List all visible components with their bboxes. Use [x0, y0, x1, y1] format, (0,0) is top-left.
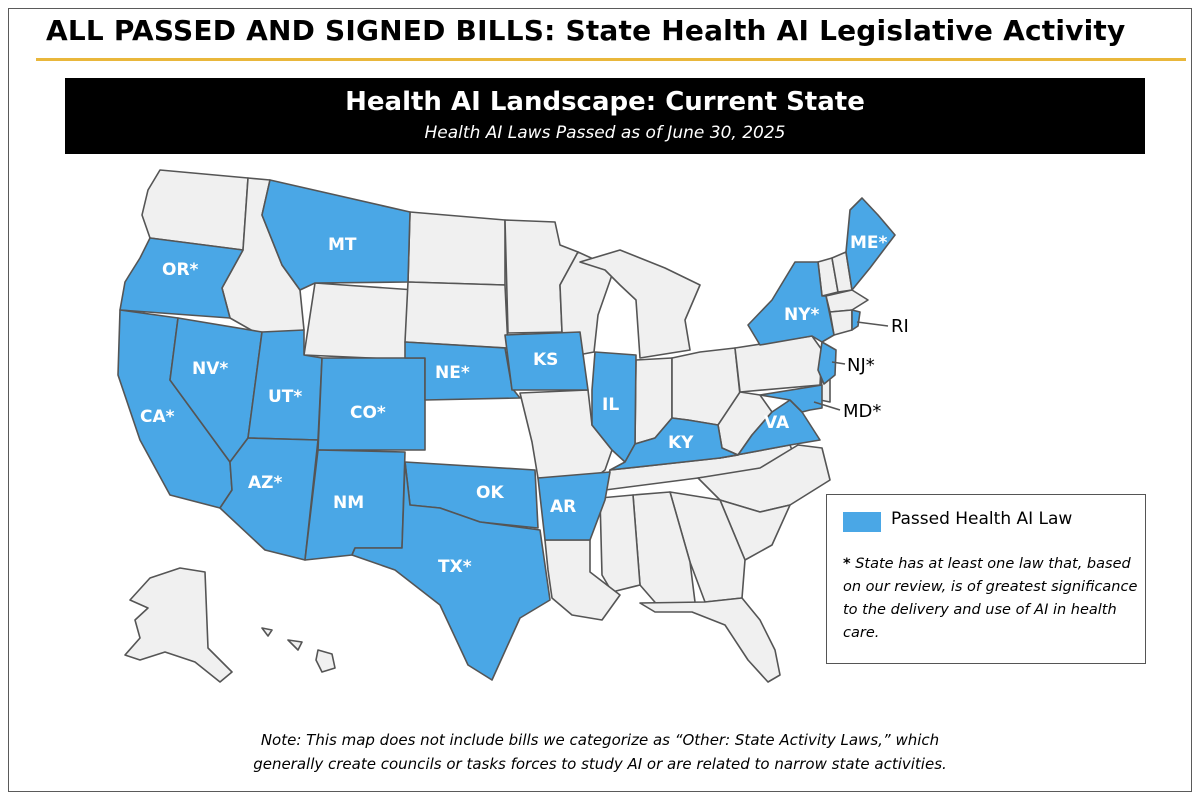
callout-line-md [813, 401, 841, 411]
label-co: CO* [350, 403, 386, 423]
legend-label-passed: Passed Health AI Law [891, 509, 1073, 529]
map-legend: Passed Health AI Law * State has at leas… [826, 494, 1146, 664]
state-hi [261, 627, 336, 673]
callout-label-ri: RI [891, 316, 909, 337]
page-title: ALL PASSED AND SIGNED BILLS: State Healt… [46, 14, 1126, 47]
state-callouts: RI NJ* MD* [813, 316, 909, 422]
passed-states [117, 179, 896, 681]
state-mo [519, 389, 613, 481]
label-ne: NE* [435, 363, 470, 383]
state-co [317, 357, 426, 451]
title-rule [36, 58, 1186, 61]
legend-footnote: * State has at least one law that, based… [843, 553, 1143, 645]
legend-swatch-passed [843, 512, 881, 532]
callout-label-md: MD* [843, 401, 881, 422]
state-tx [351, 461, 551, 681]
banner-title: Health AI Landscape: Current State [345, 87, 865, 117]
label-ut: UT* [268, 387, 302, 407]
state-wa [141, 169, 249, 251]
label-or: OR* [162, 260, 199, 280]
label-az: AZ* [248, 473, 282, 493]
state-nd [407, 211, 506, 286]
state-ms [599, 494, 641, 593]
state-or [119, 237, 244, 319]
legend-note-text: State has at least one law that, based o… [843, 556, 1138, 641]
state-wy [303, 282, 416, 361]
label-tx: TX* [438, 557, 472, 577]
label-nm: NM [333, 493, 364, 513]
figure-frame [8, 8, 1192, 792]
state-ar [537, 471, 611, 541]
state-ri [851, 309, 861, 331]
state-mi [579, 249, 701, 359]
footnote: Note: This map does not include bills we… [0, 728, 1200, 776]
state-pa [734, 335, 823, 393]
state-mt [261, 179, 411, 291]
state-fl [639, 597, 781, 683]
label-il: IL [602, 395, 619, 415]
callout-label-nj: NJ* [847, 355, 875, 376]
state-md [759, 384, 823, 413]
label-mt: MT [328, 235, 357, 255]
callout-line-ri [856, 321, 889, 327]
state-ak [124, 567, 233, 683]
state-nj [817, 341, 837, 385]
state-labels: OR* CA* NV* MT UT* AZ* CO* NM NE* KS OK … [140, 233, 888, 577]
state-il [591, 351, 637, 463]
callout-line-nj [831, 361, 846, 365]
state-ny [747, 261, 835, 346]
state-la [544, 539, 621, 621]
state-az [219, 437, 319, 561]
state-ky [609, 417, 739, 471]
label-va: VA [764, 413, 790, 433]
state-ks [504, 331, 589, 391]
legend-note-mark: * [843, 556, 851, 572]
label-ar: AR [550, 497, 576, 517]
unpassed-states [124, 169, 869, 683]
label-ky: KY [668, 433, 694, 453]
state-me [845, 197, 896, 291]
label-me: ME* [850, 233, 888, 253]
state-sd [404, 281, 509, 349]
state-ne [404, 341, 521, 401]
label-ok: OK [476, 483, 504, 503]
label-nv: NV* [192, 359, 228, 379]
footnote-line-2: generally create councils or tasks force… [253, 755, 947, 773]
label-ny: NY* [784, 305, 820, 325]
footnote-line-1: Note: This map does not include bills we… [260, 731, 940, 749]
map-banner: Health AI Landscape: Current State Healt… [65, 78, 1145, 154]
banner-subtitle: Health AI Laws Passed as of June 30, 202… [424, 123, 786, 143]
label-ca: CA* [140, 407, 175, 427]
label-ks: KS [533, 350, 558, 370]
